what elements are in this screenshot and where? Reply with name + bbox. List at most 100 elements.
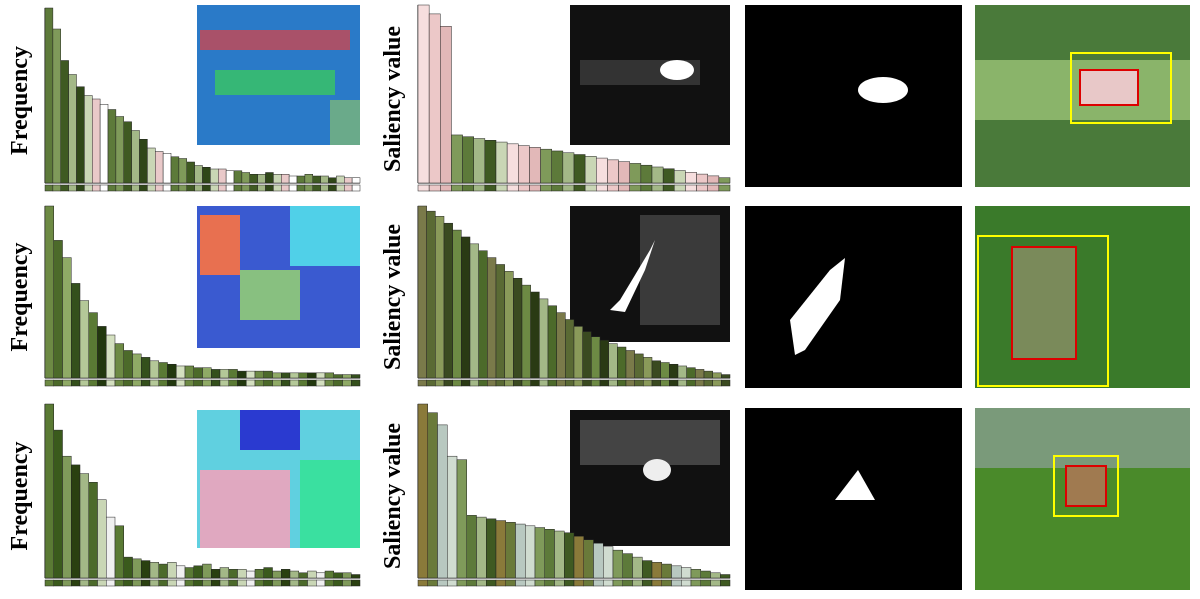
bar (556, 312, 566, 379)
bar (273, 174, 282, 184)
color-swatch (307, 379, 317, 387)
color-swatch (466, 579, 477, 587)
bar (674, 170, 686, 184)
color-swatch (451, 184, 463, 192)
bar (228, 369, 238, 379)
color-swatch (342, 379, 352, 387)
color-swatch (700, 579, 711, 587)
bar (139, 139, 148, 184)
mask-object (790, 258, 845, 355)
color-swatch (478, 379, 488, 387)
color-swatch (202, 579, 212, 587)
color-swatch (71, 579, 81, 587)
bar (147, 147, 156, 184)
color-swatch (443, 379, 453, 387)
segment (200, 470, 290, 548)
color-swatch (428, 184, 441, 192)
color-swatch (642, 579, 653, 587)
bar (155, 151, 164, 184)
color-swatch (344, 184, 353, 192)
bar (469, 243, 479, 379)
color-swatch (625, 379, 635, 387)
bar (582, 331, 592, 379)
bar (97, 326, 107, 379)
color-swatch (695, 379, 705, 387)
color-swatch (139, 184, 148, 192)
bar (272, 372, 282, 379)
color-swatch (312, 184, 321, 192)
bar (210, 168, 219, 184)
photo (975, 206, 1190, 388)
bar (505, 522, 516, 579)
bar (677, 365, 687, 379)
bar (123, 556, 133, 579)
color-swatch (686, 379, 696, 387)
bar (123, 121, 132, 184)
color-swatch (554, 579, 565, 587)
color-swatch (506, 184, 519, 192)
bar (263, 567, 273, 579)
bar (237, 569, 247, 579)
bar (265, 172, 274, 184)
color-swatch (573, 184, 586, 192)
color-swatch (84, 184, 93, 192)
color-swatch (435, 379, 445, 387)
bar (426, 210, 436, 379)
color-swatch (76, 184, 85, 192)
mask (745, 5, 962, 187)
bar (342, 374, 352, 379)
bar (62, 257, 72, 379)
color-swatch (233, 184, 243, 192)
bar (417, 403, 428, 579)
bar (92, 98, 101, 184)
color-swatch (44, 579, 54, 587)
bar (660, 362, 670, 379)
bar (289, 570, 299, 579)
bar (593, 542, 604, 579)
color-swatch (193, 579, 203, 587)
color-swatch (417, 184, 430, 192)
color-swatch (521, 379, 531, 387)
bar (176, 565, 186, 579)
bar (106, 334, 116, 379)
bar (76, 86, 85, 184)
bar (544, 529, 555, 579)
color-swatch (92, 184, 101, 192)
color-swatch (721, 379, 731, 387)
color-swatch (316, 579, 326, 587)
color-swatch (210, 184, 219, 192)
color-swatch (677, 379, 687, 387)
bar (52, 28, 61, 184)
bar (504, 271, 514, 379)
color-swatch (184, 579, 194, 587)
bar (540, 148, 552, 184)
bar (564, 532, 575, 579)
bar (79, 300, 89, 379)
mask (745, 206, 962, 388)
color-swatch (556, 379, 566, 387)
bar (296, 175, 306, 184)
color-swatch (170, 184, 180, 192)
color-swatch (690, 579, 701, 587)
bar (219, 369, 229, 379)
segment (215, 70, 335, 95)
bar (211, 569, 221, 579)
color-swatch (629, 184, 642, 192)
color-swatch (263, 379, 273, 387)
bar (304, 174, 313, 184)
bar (219, 567, 229, 579)
bar (651, 360, 661, 379)
color-swatch (307, 579, 317, 587)
bar (115, 116, 124, 184)
color-swatch (79, 379, 89, 387)
bar (336, 175, 345, 184)
bar (194, 165, 203, 184)
bar (60, 60, 69, 184)
bar (591, 336, 601, 379)
sky (975, 408, 1190, 468)
color-swatch (469, 379, 479, 387)
color-swatch (158, 579, 168, 587)
color-swatch (60, 184, 69, 192)
color-swatch (608, 379, 618, 387)
